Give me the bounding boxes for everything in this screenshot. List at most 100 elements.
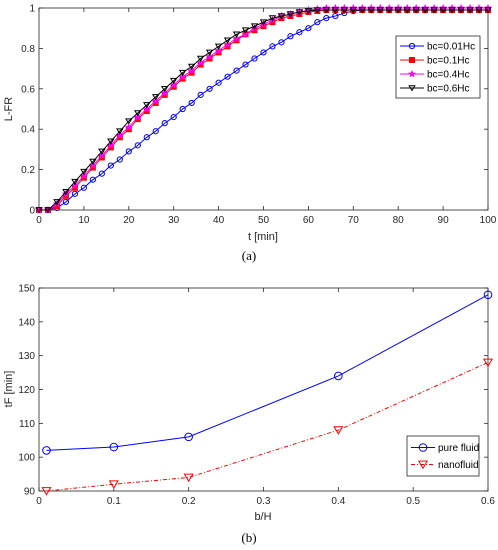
data-point <box>323 15 330 22</box>
y-tick-label-b: 110 <box>19 419 35 430</box>
data-point <box>457 7 465 14</box>
x-tick-label-a: 30 <box>168 215 180 226</box>
data-point <box>124 122 133 131</box>
data-point <box>109 442 119 452</box>
data-point <box>205 52 214 60</box>
data-point <box>116 156 123 163</box>
data-point <box>188 99 195 107</box>
data-point <box>304 8 313 15</box>
data-point <box>62 189 70 196</box>
data-point <box>142 104 151 113</box>
panel-label-a: (a) <box>242 248 256 263</box>
data-point <box>196 58 205 66</box>
data-point <box>439 7 447 14</box>
y-tick-label-a: 1 <box>29 4 35 15</box>
data-point <box>187 63 196 71</box>
data-point <box>98 170 105 177</box>
data-point <box>152 128 159 135</box>
data-point <box>448 7 456 14</box>
panel-label-b: (b) <box>241 530 256 545</box>
data-point <box>41 487 52 496</box>
data-point <box>233 67 240 74</box>
y-axis-label-a: L-FR <box>3 97 15 122</box>
series-b-0 <box>42 290 493 455</box>
x-tick-label-b: 0 <box>36 496 42 507</box>
data-point <box>232 31 241 38</box>
legend-marker <box>408 42 416 50</box>
x-tick-label-a: 50 <box>258 215 270 226</box>
y-tick-label-b: 100 <box>18 453 35 464</box>
data-point <box>241 30 250 38</box>
x-tick-label-a: 10 <box>78 215 90 226</box>
data-point <box>80 184 88 191</box>
data-point <box>223 40 232 48</box>
data-point <box>251 55 258 62</box>
data-point <box>223 37 232 44</box>
data-point <box>151 96 160 105</box>
data-point <box>430 7 438 14</box>
data-point <box>134 110 142 117</box>
data-point <box>484 7 492 14</box>
y-tick-label-b: 130 <box>18 351 35 362</box>
series-line <box>46 294 489 451</box>
series-a <box>34 3 493 214</box>
data-point <box>482 358 494 368</box>
x-tick-label-a: 100 <box>480 215 497 226</box>
legend-marker <box>418 443 428 452</box>
x-tick-label-a: 20 <box>123 215 135 226</box>
x-axis-label-b: b/H <box>254 511 271 523</box>
data-point <box>333 426 344 435</box>
y-tick-label-a: 0.8 <box>21 44 35 55</box>
x-tick-label-a: 70 <box>348 215 360 226</box>
x-tick-label-b: 0.4 <box>331 496 345 507</box>
data-point <box>475 7 483 14</box>
data-point <box>241 27 250 34</box>
legend-a: bc=0.01Hc bc=0.1Hc bc=0.4Hc bc=0.6Hc <box>395 35 481 99</box>
series-b-1 <box>41 358 494 496</box>
data-point <box>178 72 187 81</box>
y-tick-label-b: 120 <box>18 385 35 396</box>
data-point <box>214 43 223 50</box>
data-point <box>133 112 142 121</box>
y-tick-label-b: 90 <box>24 487 36 498</box>
data-point <box>242 61 249 68</box>
x-tick-label-a: 0 <box>36 215 42 226</box>
data-point <box>187 66 196 75</box>
data-point <box>143 134 150 141</box>
data-point <box>314 19 321 26</box>
data-point <box>178 69 187 77</box>
data-point <box>152 94 160 101</box>
data-point <box>184 432 193 442</box>
data-point <box>169 80 178 89</box>
data-point <box>80 168 88 176</box>
ticks-a: 0 10 20 30 40 50 60 70 80 90 100 0 0.2 0.4 0.6 0.8 1 <box>21 4 497 227</box>
y-tick-label-b: 150 <box>18 284 35 295</box>
data-point <box>322 7 331 14</box>
x-tick-label-a: 40 <box>213 215 225 226</box>
data-point <box>412 7 420 14</box>
data-point <box>224 73 231 80</box>
chart-b: 0 0.1 0.2 0.3 0.4 0.5 0.690100110120130140150 … <box>3 284 495 546</box>
data-point <box>53 199 61 206</box>
data-point <box>44 207 52 214</box>
legend-label: bc=0.6Hc <box>427 84 470 95</box>
x-tick-label-b: 0.1 <box>107 496 121 507</box>
data-point <box>214 46 223 54</box>
y-tick-label-a: 0.2 <box>21 165 35 176</box>
ticks-b: 0 0.1 0.2 0.3 0.4 0.5 0.6 90 100 110 120 130 140 150 <box>18 284 495 508</box>
data-point <box>358 7 367 14</box>
y-tick-label-b: 140 <box>18 317 35 328</box>
x-tick-label-b: 0.5 <box>406 496 420 507</box>
data-point <box>349 7 358 14</box>
legend-label: bc=0.01Hc <box>427 42 475 53</box>
data-point <box>385 7 393 14</box>
data-point <box>116 128 124 135</box>
data-point <box>367 7 375 14</box>
x-tick-label-b: 0.2 <box>182 496 196 507</box>
data-point <box>305 25 312 32</box>
data-point <box>170 113 177 121</box>
series-a-3 <box>35 7 492 214</box>
data-point <box>313 7 322 14</box>
data-point <box>403 7 411 14</box>
